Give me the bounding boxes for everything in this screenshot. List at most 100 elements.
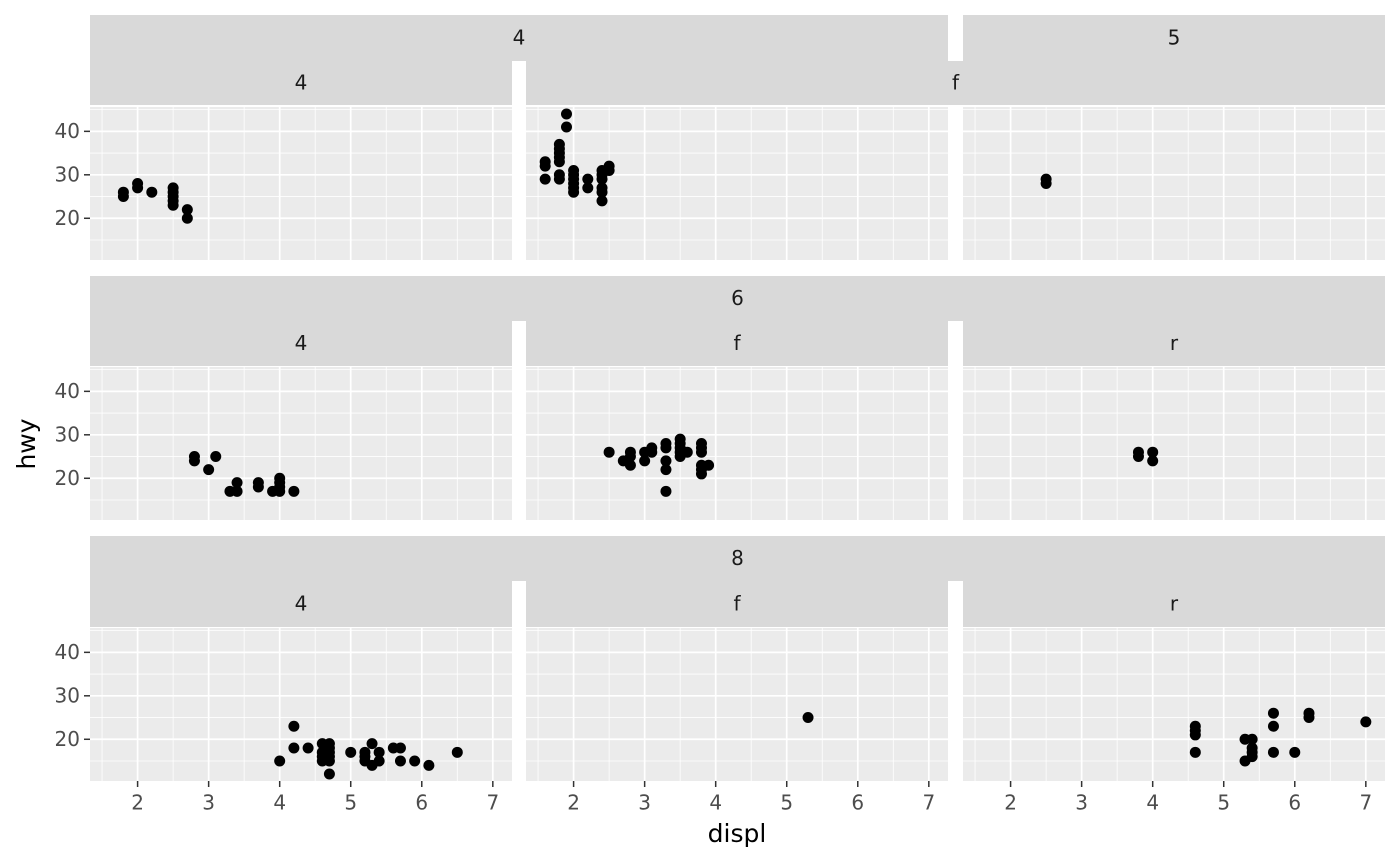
point — [639, 455, 651, 467]
point — [345, 746, 357, 758]
x-tick-label: 3 — [638, 791, 651, 815]
panel-background — [526, 107, 948, 260]
x-tick-label: 5 — [344, 791, 357, 815]
panel-background — [963, 367, 1385, 520]
point — [1147, 446, 1159, 458]
point — [274, 755, 286, 767]
strip — [963, 321, 1385, 366]
point — [539, 160, 551, 172]
point — [646, 442, 658, 454]
panel-background — [90, 628, 512, 781]
panel-background — [963, 628, 1385, 781]
strip — [90, 536, 1385, 581]
x-tick-label: 7 — [922, 791, 935, 815]
point — [1360, 716, 1372, 728]
x-tick-label: 5 — [780, 791, 793, 815]
strip-label: f — [733, 331, 741, 355]
point — [539, 173, 551, 185]
point — [553, 169, 565, 181]
point — [146, 186, 158, 198]
panel-background — [526, 367, 948, 520]
strip-label: 5 — [1168, 26, 1181, 50]
y-tick-label: 30 — [55, 422, 80, 446]
point — [359, 746, 371, 758]
point — [288, 485, 300, 497]
point — [596, 195, 608, 207]
panel-background — [90, 107, 512, 260]
x-tick-label: 6 — [1288, 791, 1301, 815]
point — [624, 459, 636, 471]
strip — [963, 581, 1385, 627]
point — [553, 138, 565, 150]
y-axis-title: hwy — [12, 418, 41, 469]
strip-label: f — [733, 592, 741, 616]
x-tick-label: 4 — [1146, 791, 1159, 815]
x-tick-label: 3 — [1075, 791, 1088, 815]
point — [553, 151, 565, 163]
point — [288, 720, 300, 732]
point — [568, 182, 580, 194]
point — [1289, 746, 1301, 758]
point — [188, 451, 200, 463]
panel-background — [526, 628, 948, 781]
x-tick-label: 7 — [1359, 791, 1372, 815]
x-axis-title: displ — [708, 819, 767, 848]
strip-label: 4 — [295, 71, 308, 95]
point — [660, 455, 672, 467]
x-tick-label: 2 — [1004, 791, 1017, 815]
point — [695, 438, 707, 449]
strip — [526, 321, 948, 366]
x-tick-label: 2 — [131, 791, 144, 815]
point — [603, 160, 615, 172]
point — [582, 173, 594, 185]
point — [660, 464, 672, 476]
point — [703, 459, 715, 471]
point — [1189, 746, 1201, 758]
point — [681, 446, 693, 458]
strip — [90, 61, 512, 105]
point — [373, 746, 385, 758]
point — [181, 204, 193, 216]
point — [1267, 746, 1279, 758]
y-tick-label: 40 — [55, 640, 80, 664]
point — [1246, 742, 1258, 754]
point — [132, 178, 144, 189]
y-tick-label: 30 — [55, 683, 80, 707]
y-tick-label: 20 — [55, 466, 80, 490]
point — [624, 446, 636, 458]
x-tick-label: 3 — [202, 791, 215, 815]
x-tick-label: 2 — [567, 791, 580, 815]
point — [1267, 720, 1279, 732]
point — [1246, 733, 1258, 745]
strip-label: 4 — [513, 26, 526, 50]
point — [231, 477, 243, 489]
strip — [963, 15, 1385, 61]
point — [596, 182, 608, 194]
point — [560, 121, 572, 133]
point — [181, 212, 193, 224]
x-tick-label: 4 — [273, 791, 286, 815]
point — [568, 164, 580, 176]
strip — [90, 15, 948, 61]
x-tick-label: 4 — [709, 791, 722, 815]
strip-label: 8 — [731, 546, 744, 570]
point — [274, 472, 286, 484]
point — [323, 738, 335, 750]
point — [582, 182, 594, 194]
point — [423, 759, 435, 771]
y-tick-label: 40 — [55, 119, 80, 143]
panel-background — [90, 367, 512, 520]
x-tick-label: 6 — [851, 791, 864, 815]
strip — [526, 581, 948, 627]
point — [366, 738, 378, 750]
point — [1189, 720, 1201, 732]
point — [302, 742, 314, 754]
point — [323, 768, 335, 780]
point — [603, 446, 615, 458]
strip-label: 4 — [295, 331, 308, 355]
strip — [90, 581, 512, 627]
point — [560, 108, 572, 120]
point — [210, 451, 222, 463]
strip-label: 6 — [731, 286, 744, 310]
